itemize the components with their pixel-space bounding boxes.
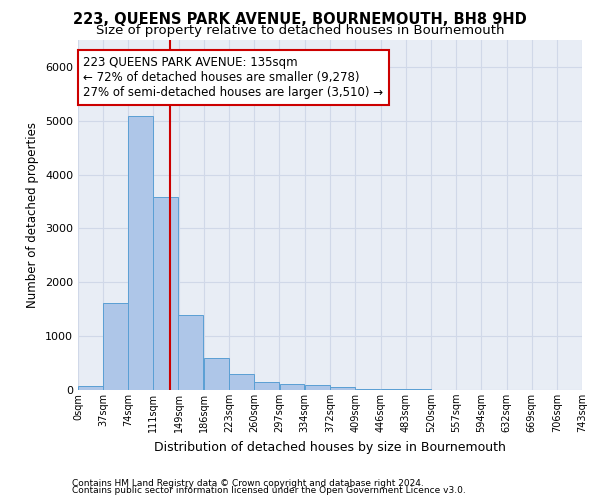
X-axis label: Distribution of detached houses by size in Bournemouth: Distribution of detached houses by size … bbox=[154, 440, 506, 454]
Bar bbox=[204, 358, 229, 390]
Bar bbox=[331, 388, 355, 390]
Bar bbox=[78, 386, 103, 390]
Bar bbox=[305, 385, 329, 390]
Bar bbox=[154, 197, 178, 390]
Text: 223, QUEENS PARK AVENUE, BOURNEMOUTH, BH8 9HD: 223, QUEENS PARK AVENUE, BOURNEMOUTH, BH… bbox=[73, 12, 527, 26]
Bar bbox=[280, 384, 304, 390]
Bar bbox=[254, 382, 280, 390]
Bar bbox=[178, 314, 203, 390]
Text: Size of property relative to detached houses in Bournemouth: Size of property relative to detached ho… bbox=[96, 24, 504, 37]
Bar bbox=[103, 303, 128, 390]
Bar bbox=[356, 389, 380, 390]
Bar bbox=[380, 389, 406, 390]
Text: Contains public sector information licensed under the Open Government Licence v3: Contains public sector information licen… bbox=[72, 486, 466, 495]
Bar bbox=[229, 374, 254, 390]
Y-axis label: Number of detached properties: Number of detached properties bbox=[26, 122, 40, 308]
Text: Contains HM Land Registry data © Crown copyright and database right 2024.: Contains HM Land Registry data © Crown c… bbox=[72, 478, 424, 488]
Bar bbox=[128, 116, 153, 390]
Text: 223 QUEENS PARK AVENUE: 135sqm
← 72% of detached houses are smaller (9,278)
27% : 223 QUEENS PARK AVENUE: 135sqm ← 72% of … bbox=[83, 56, 383, 99]
